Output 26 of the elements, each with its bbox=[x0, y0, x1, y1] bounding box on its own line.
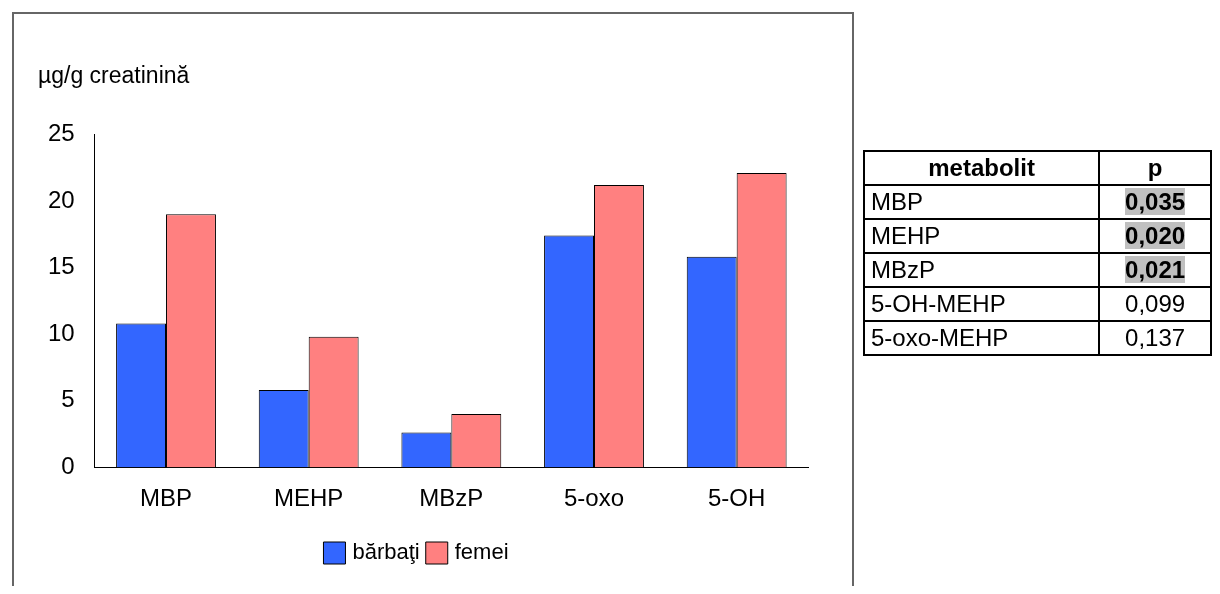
y-tick-label: 20 bbox=[47, 185, 75, 213]
y-tick-label: 10 bbox=[47, 318, 75, 346]
x-tick-label: MBzP bbox=[419, 484, 484, 512]
legend-label: bărbaţi bbox=[352, 539, 420, 565]
legend-label: femei bbox=[454, 539, 509, 565]
text: 5-oxo-MEHP bbox=[864, 321, 1100, 355]
text: 0,021 bbox=[1125, 256, 1186, 283]
y-tick-label: 0 bbox=[61, 451, 75, 479]
x-tick-label: MEHP bbox=[274, 484, 344, 512]
text: 0,035 bbox=[1125, 188, 1186, 215]
text: metabolit bbox=[864, 151, 1100, 185]
y-tick-label: 25 bbox=[47, 119, 75, 147]
text: p bbox=[1147, 154, 1163, 181]
text: 0,020 bbox=[1125, 222, 1186, 249]
y-tick-label: 15 bbox=[47, 252, 75, 280]
x-tick-label: 5-oxo bbox=[563, 484, 625, 512]
y-axis-title: µg/g creatinină bbox=[38, 62, 190, 89]
x-tick-label: MBP bbox=[140, 484, 193, 512]
text: MBP bbox=[864, 185, 1100, 219]
text: 0,099 bbox=[1125, 290, 1186, 317]
text: MEHP bbox=[864, 219, 1100, 253]
text: MBzP bbox=[864, 253, 1100, 287]
text: 0,137 bbox=[1125, 324, 1186, 351]
text: 5-OH-MEHP bbox=[864, 287, 1100, 321]
x-tick-label: 5-OH bbox=[708, 484, 766, 512]
y-tick-label: 5 bbox=[61, 385, 75, 413]
